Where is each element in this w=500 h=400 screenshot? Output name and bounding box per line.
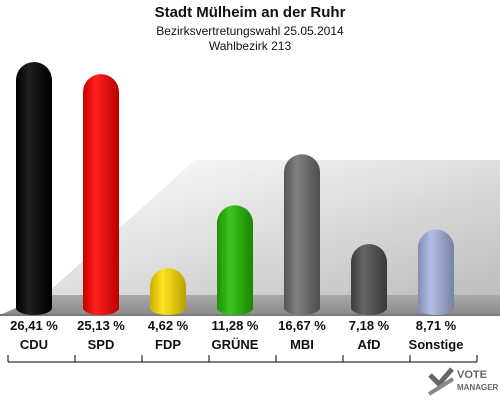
logo-text-manager: MANAGER: [457, 383, 499, 392]
category-label: AfD: [357, 337, 381, 352]
chart-title: Stadt Mülheim an der Ruhr: [154, 4, 346, 21]
bar-Sonstige: [418, 229, 455, 315]
bar-AfD: [351, 244, 387, 315]
value-label: 26,41 %: [10, 318, 58, 333]
chart-subtitle: Bezirksvertretungswahl 25.05.2014: [156, 24, 344, 38]
category-label: Sonstige: [408, 337, 464, 352]
floor-edge: [0, 314, 500, 316]
bar-GRÜNE: [217, 205, 253, 315]
value-label: 16,67 %: [278, 318, 326, 333]
chart-district: Wahlbezirk 213: [208, 39, 292, 53]
value-label: 4,62 %: [147, 318, 189, 333]
value-label: 8,71 %: [415, 318, 457, 333]
value-label: 25,13 %: [77, 318, 125, 333]
value-label: 7,18 %: [348, 318, 390, 333]
ballot-check-icon: [427, 367, 455, 396]
vote-manager-logo: VOTE MANAGER: [426, 367, 500, 397]
bar-SPD: [83, 74, 119, 315]
category-label: CDU: [19, 337, 49, 352]
bar-FDP: [150, 268, 186, 315]
category-label: GRÜNE: [211, 337, 259, 352]
value-label: 11,28 %: [211, 318, 259, 333]
category-label: SPD: [87, 337, 115, 352]
category-label: MBI: [290, 337, 314, 352]
bar-CDU: [16, 62, 52, 315]
category-label: FDP: [155, 337, 181, 352]
logo-text-vote: VOTE: [457, 369, 487, 381]
bar-MBI: [284, 154, 320, 315]
